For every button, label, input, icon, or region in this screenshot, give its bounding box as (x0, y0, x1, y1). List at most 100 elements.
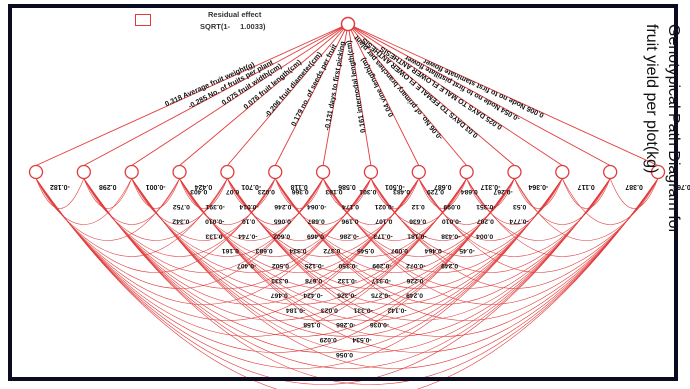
correlation-arc (83, 178, 180, 225)
diagram-title-line1: Genotypical Path Diagram for (665, 24, 682, 234)
correlation-value: 0.097 (391, 247, 408, 254)
correlation-value: 0.029 (319, 336, 336, 343)
correlation-value: -0.744 (238, 232, 257, 239)
correlation-arc (370, 178, 420, 209)
correlation-value: -0.036 (370, 321, 389, 328)
correlation-arc (418, 178, 515, 225)
trait-node (28, 164, 44, 180)
node-value: 0.387 (625, 183, 643, 190)
correlation-value: 0.684 (461, 188, 478, 195)
node-value: 0.118 (290, 183, 307, 190)
correlation-arc (131, 178, 659, 369)
trait-node (363, 164, 379, 180)
correlation-value: 0.183 (325, 188, 342, 195)
correlation-value: 0.246 (274, 203, 291, 210)
node-value: 0.768 (673, 183, 690, 190)
trait-node (268, 164, 283, 180)
direct-effect: 0.161 (355, 112, 367, 133)
correlation-arc (35, 178, 180, 241)
correlation-value: -0.350 (338, 262, 357, 269)
correlation-value: 0.636 (409, 218, 426, 225)
correlation-value: 0.467 (271, 292, 288, 299)
correlation-arc (514, 178, 563, 209)
correlation-value: -0.125 (304, 262, 323, 269)
correlation-value: -0.275 (371, 292, 390, 299)
residual-formula: SQRT(1- 1.0033) (200, 22, 266, 31)
correlation-value: 0.403 (190, 188, 207, 195)
correlation-value: -0.181 (407, 232, 426, 239)
correlation-arc (179, 178, 659, 353)
correlation-value: -0.438 (441, 232, 460, 239)
trait-node (459, 164, 474, 180)
correlation-arc (35, 178, 515, 353)
correlation-arc (466, 178, 611, 241)
trait-node (650, 164, 666, 180)
correlation-arc (274, 178, 420, 241)
correlation-value: -0.331 (353, 306, 372, 313)
correlation-arc (418, 178, 563, 241)
correlation-value: 0.342 (172, 218, 189, 225)
correlation-arc (227, 178, 372, 241)
correlation-web (35, 178, 659, 389)
correlation-arc (562, 178, 659, 225)
correlation-arc (466, 178, 515, 209)
correlation-value: 0.249 (441, 262, 458, 269)
correlation-value: 0.678 (305, 277, 322, 284)
residual-label: Residual effect (208, 10, 262, 19)
path-line (347, 23, 611, 166)
node-value: 0.117 (578, 183, 595, 190)
correlation-value: 0.464 (425, 247, 442, 254)
correlation-value: -0.317 (371, 277, 390, 284)
diagram-title-line2: fruit yield per plot(kg) (643, 24, 660, 174)
correlation-arc (35, 178, 563, 369)
correlation-arc (35, 178, 611, 385)
response-node (340, 16, 356, 32)
correlation-arc (227, 178, 659, 337)
correlation-value: 0.752 (173, 203, 190, 210)
path-line (274, 23, 349, 166)
direct-effect: -0.131 (322, 107, 335, 131)
correlation-value: 0.174 (342, 203, 359, 210)
node-value: -0.364 (528, 183, 548, 190)
correlation-arc (418, 178, 467, 209)
correlation-value: 0.023 (321, 306, 338, 313)
correlation-value: -0.391 (205, 203, 224, 210)
correlation-arc (514, 178, 659, 241)
path-line (131, 23, 349, 166)
correlation-arc (83, 178, 563, 353)
correlation-value: -0.266 (336, 321, 355, 328)
correlation-arc (179, 178, 324, 241)
trait-nodes (28, 164, 666, 180)
correlation-value: 0.004 (476, 232, 493, 239)
correlation-value: -0.326 (337, 292, 356, 299)
correlation-value: 0.53 (513, 203, 526, 210)
correlation-value: 0.133 (205, 232, 222, 239)
residual-legend-box (135, 14, 151, 26)
trait-node (507, 164, 522, 180)
correlation-value: -0.132 (338, 277, 357, 284)
correlation-arc (322, 178, 420, 225)
correlation-value: -0.173 (373, 232, 392, 239)
trait-node (220, 164, 235, 180)
correlation-value: 0.334 (289, 247, 306, 254)
correlation-arc (562, 178, 611, 209)
trait-node (411, 164, 426, 180)
correlation-value: 0.602 (273, 232, 290, 239)
residual-formula-prefix: SQRT(1- (200, 22, 230, 31)
correlation-value: -0.299 (372, 262, 391, 269)
correlation-value: 0.372 (323, 247, 340, 254)
correlation-value: 0.023 (258, 188, 275, 195)
path-line (347, 23, 659, 166)
correlation-value: -0.534 (352, 336, 371, 343)
frame-border (8, 4, 678, 381)
correlation-value: 0.12 (411, 203, 424, 210)
correlation-value: -0.010 (205, 218, 224, 225)
trait-node (315, 164, 331, 180)
correlation-arc (322, 178, 467, 241)
correlation-arc (179, 178, 276, 225)
correlation-arc (83, 178, 659, 385)
path-line (179, 23, 349, 166)
correlation-value: 0.687 (307, 218, 324, 225)
correlation-arc (514, 178, 611, 225)
path-line (322, 23, 349, 166)
